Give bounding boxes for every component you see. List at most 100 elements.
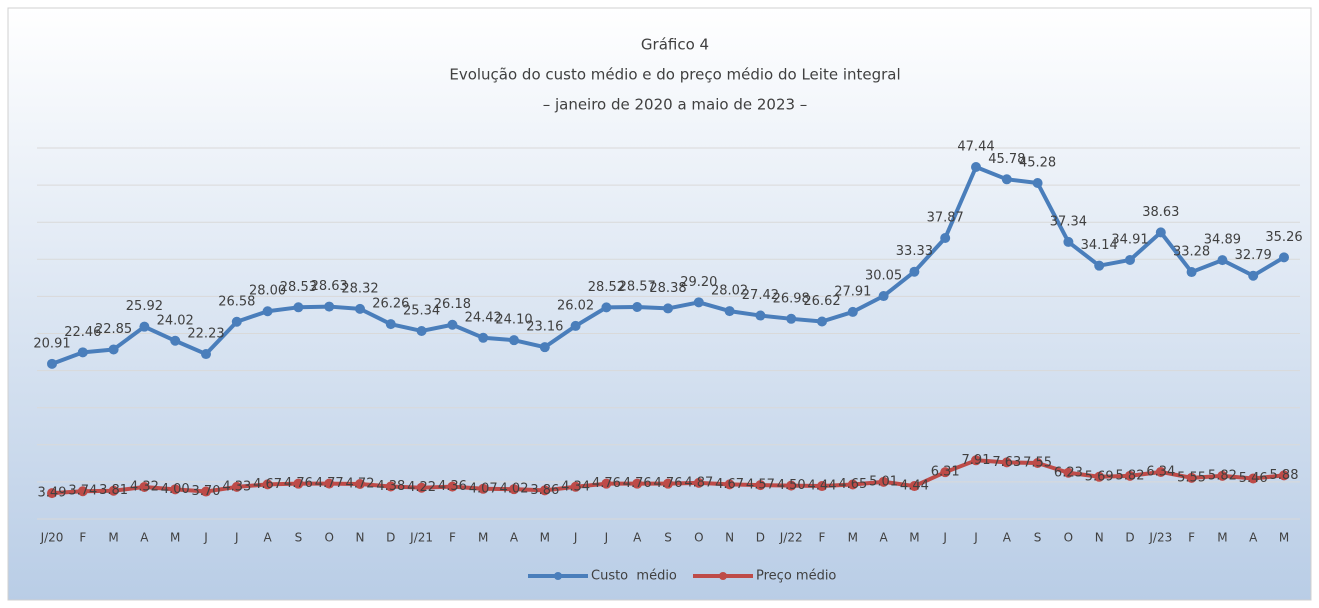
legend-label: Custo médio [591, 569, 677, 584]
data-label: 34.14 [1081, 238, 1118, 253]
point [817, 316, 827, 327]
data-label: 5.88 [1270, 468, 1299, 483]
data-label: 5.55 [1177, 470, 1206, 485]
chart-title: – janeiro de 2020 a maio de 2023 – [543, 96, 808, 114]
data-label: 26.98 [773, 291, 810, 306]
x-tick-label: O [694, 531, 703, 545]
point [663, 478, 673, 489]
data-label: 5.82 [1208, 468, 1237, 483]
x-tick-label: M [848, 531, 858, 545]
x-tick-label: J/21 [409, 531, 433, 545]
data-label: 4.07 [469, 481, 498, 496]
data-label: 6.23 [1054, 465, 1083, 480]
point [231, 481, 242, 492]
data-label: 29.20 [680, 275, 717, 290]
point [201, 349, 211, 360]
point [293, 302, 304, 313]
data-label: 4.76 [623, 476, 652, 491]
data-label: 4.76 [654, 476, 683, 491]
point [878, 476, 889, 487]
point [170, 484, 181, 495]
point [262, 306, 273, 317]
data-label: 7.55 [1023, 455, 1052, 470]
data-label: 27.42 [742, 288, 779, 303]
data-label: 25.92 [126, 299, 163, 314]
data-label: 4.57 [746, 478, 775, 493]
point [971, 455, 981, 466]
data-label: 4.72 [346, 476, 375, 491]
data-label: 34.89 [1204, 233, 1241, 248]
point [108, 485, 119, 496]
x-tick-label: A [1249, 531, 1258, 545]
data-label: 33.33 [896, 244, 933, 259]
point [1248, 473, 1259, 484]
data-label: 4.44 [900, 479, 929, 494]
x-tick-label: A [879, 531, 888, 545]
data-label: 4.34 [561, 479, 590, 494]
data-label: 38.63 [1142, 205, 1179, 220]
point [1125, 254, 1135, 265]
x-tick-label: N [356, 531, 365, 545]
point [755, 310, 766, 321]
point [539, 485, 550, 496]
legend-swatch [554, 572, 562, 580]
x-tick-label: F [79, 531, 86, 545]
data-label: 22.23 [187, 327, 224, 342]
point [1063, 467, 1074, 478]
point [77, 486, 88, 497]
point [509, 335, 519, 346]
point [355, 478, 365, 489]
data-label: 5.01 [869, 474, 898, 489]
data-label: 6.31 [931, 465, 960, 480]
point [909, 481, 920, 492]
point [478, 332, 489, 343]
x-tick-label: F [449, 531, 456, 545]
point [1032, 457, 1043, 468]
x-tick-label: J/20 [40, 531, 64, 545]
point [786, 480, 797, 491]
x-tick-label: M [540, 531, 550, 545]
data-label: 7.91 [962, 453, 991, 468]
data-label: 20.91 [33, 336, 70, 351]
x-tick-label: J [234, 531, 239, 545]
background [7, 7, 1312, 601]
point [293, 478, 304, 489]
x-tick-label: D [1125, 531, 1134, 545]
data-label: 26.18 [434, 297, 471, 312]
data-label: 4.22 [407, 480, 436, 495]
data-label: 6.34 [1146, 464, 1175, 479]
point [262, 479, 273, 490]
point [1217, 470, 1228, 481]
data-label: 26.62 [803, 294, 840, 309]
point [1001, 174, 1012, 185]
x-tick-label: S [1034, 531, 1042, 545]
point [570, 320, 581, 331]
x-tick-label: M [1217, 531, 1227, 545]
data-label: 4.76 [592, 476, 621, 491]
point [1186, 472, 1197, 483]
data-label: 3.70 [192, 484, 221, 499]
x-tick-label: O [324, 531, 333, 545]
point [509, 484, 519, 495]
point [47, 488, 57, 499]
point [447, 481, 458, 492]
data-label: 4.36 [438, 479, 467, 494]
data-label: 26.02 [557, 298, 594, 313]
point [663, 303, 673, 314]
data-label: 28.53 [280, 280, 317, 295]
x-tick-label: J/22 [779, 531, 803, 545]
x-tick-label: F [819, 531, 826, 545]
x-tick-label: M [909, 531, 919, 545]
x-tick-label: J [573, 531, 578, 545]
data-label: 37.87 [927, 211, 964, 226]
data-label: 45.78 [988, 152, 1025, 167]
data-label: 7.63 [992, 455, 1021, 470]
data-label: 26.26 [372, 297, 409, 312]
point [447, 319, 458, 330]
point [693, 297, 704, 308]
point [1279, 470, 1289, 481]
data-label: 4.38 [376, 479, 405, 494]
data-label: 30.05 [865, 269, 902, 284]
data-label: 23.16 [526, 320, 563, 335]
legend-label: Preço médio [756, 569, 836, 584]
